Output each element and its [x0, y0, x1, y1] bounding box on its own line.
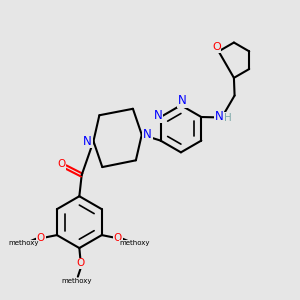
Text: N: N [178, 94, 187, 107]
Text: N: N [214, 110, 224, 123]
Text: O: O [37, 233, 45, 243]
Text: methoxy: methoxy [120, 240, 150, 246]
Text: O: O [212, 42, 220, 52]
Text: O: O [114, 233, 122, 243]
Text: O: O [77, 258, 85, 268]
Text: methoxy: methoxy [8, 240, 39, 246]
Text: O: O [57, 159, 65, 170]
Text: N: N [83, 135, 92, 148]
Text: N: N [143, 128, 152, 141]
Text: methoxy: methoxy [61, 278, 92, 284]
Text: N: N [154, 109, 163, 122]
Text: H: H [224, 113, 232, 123]
